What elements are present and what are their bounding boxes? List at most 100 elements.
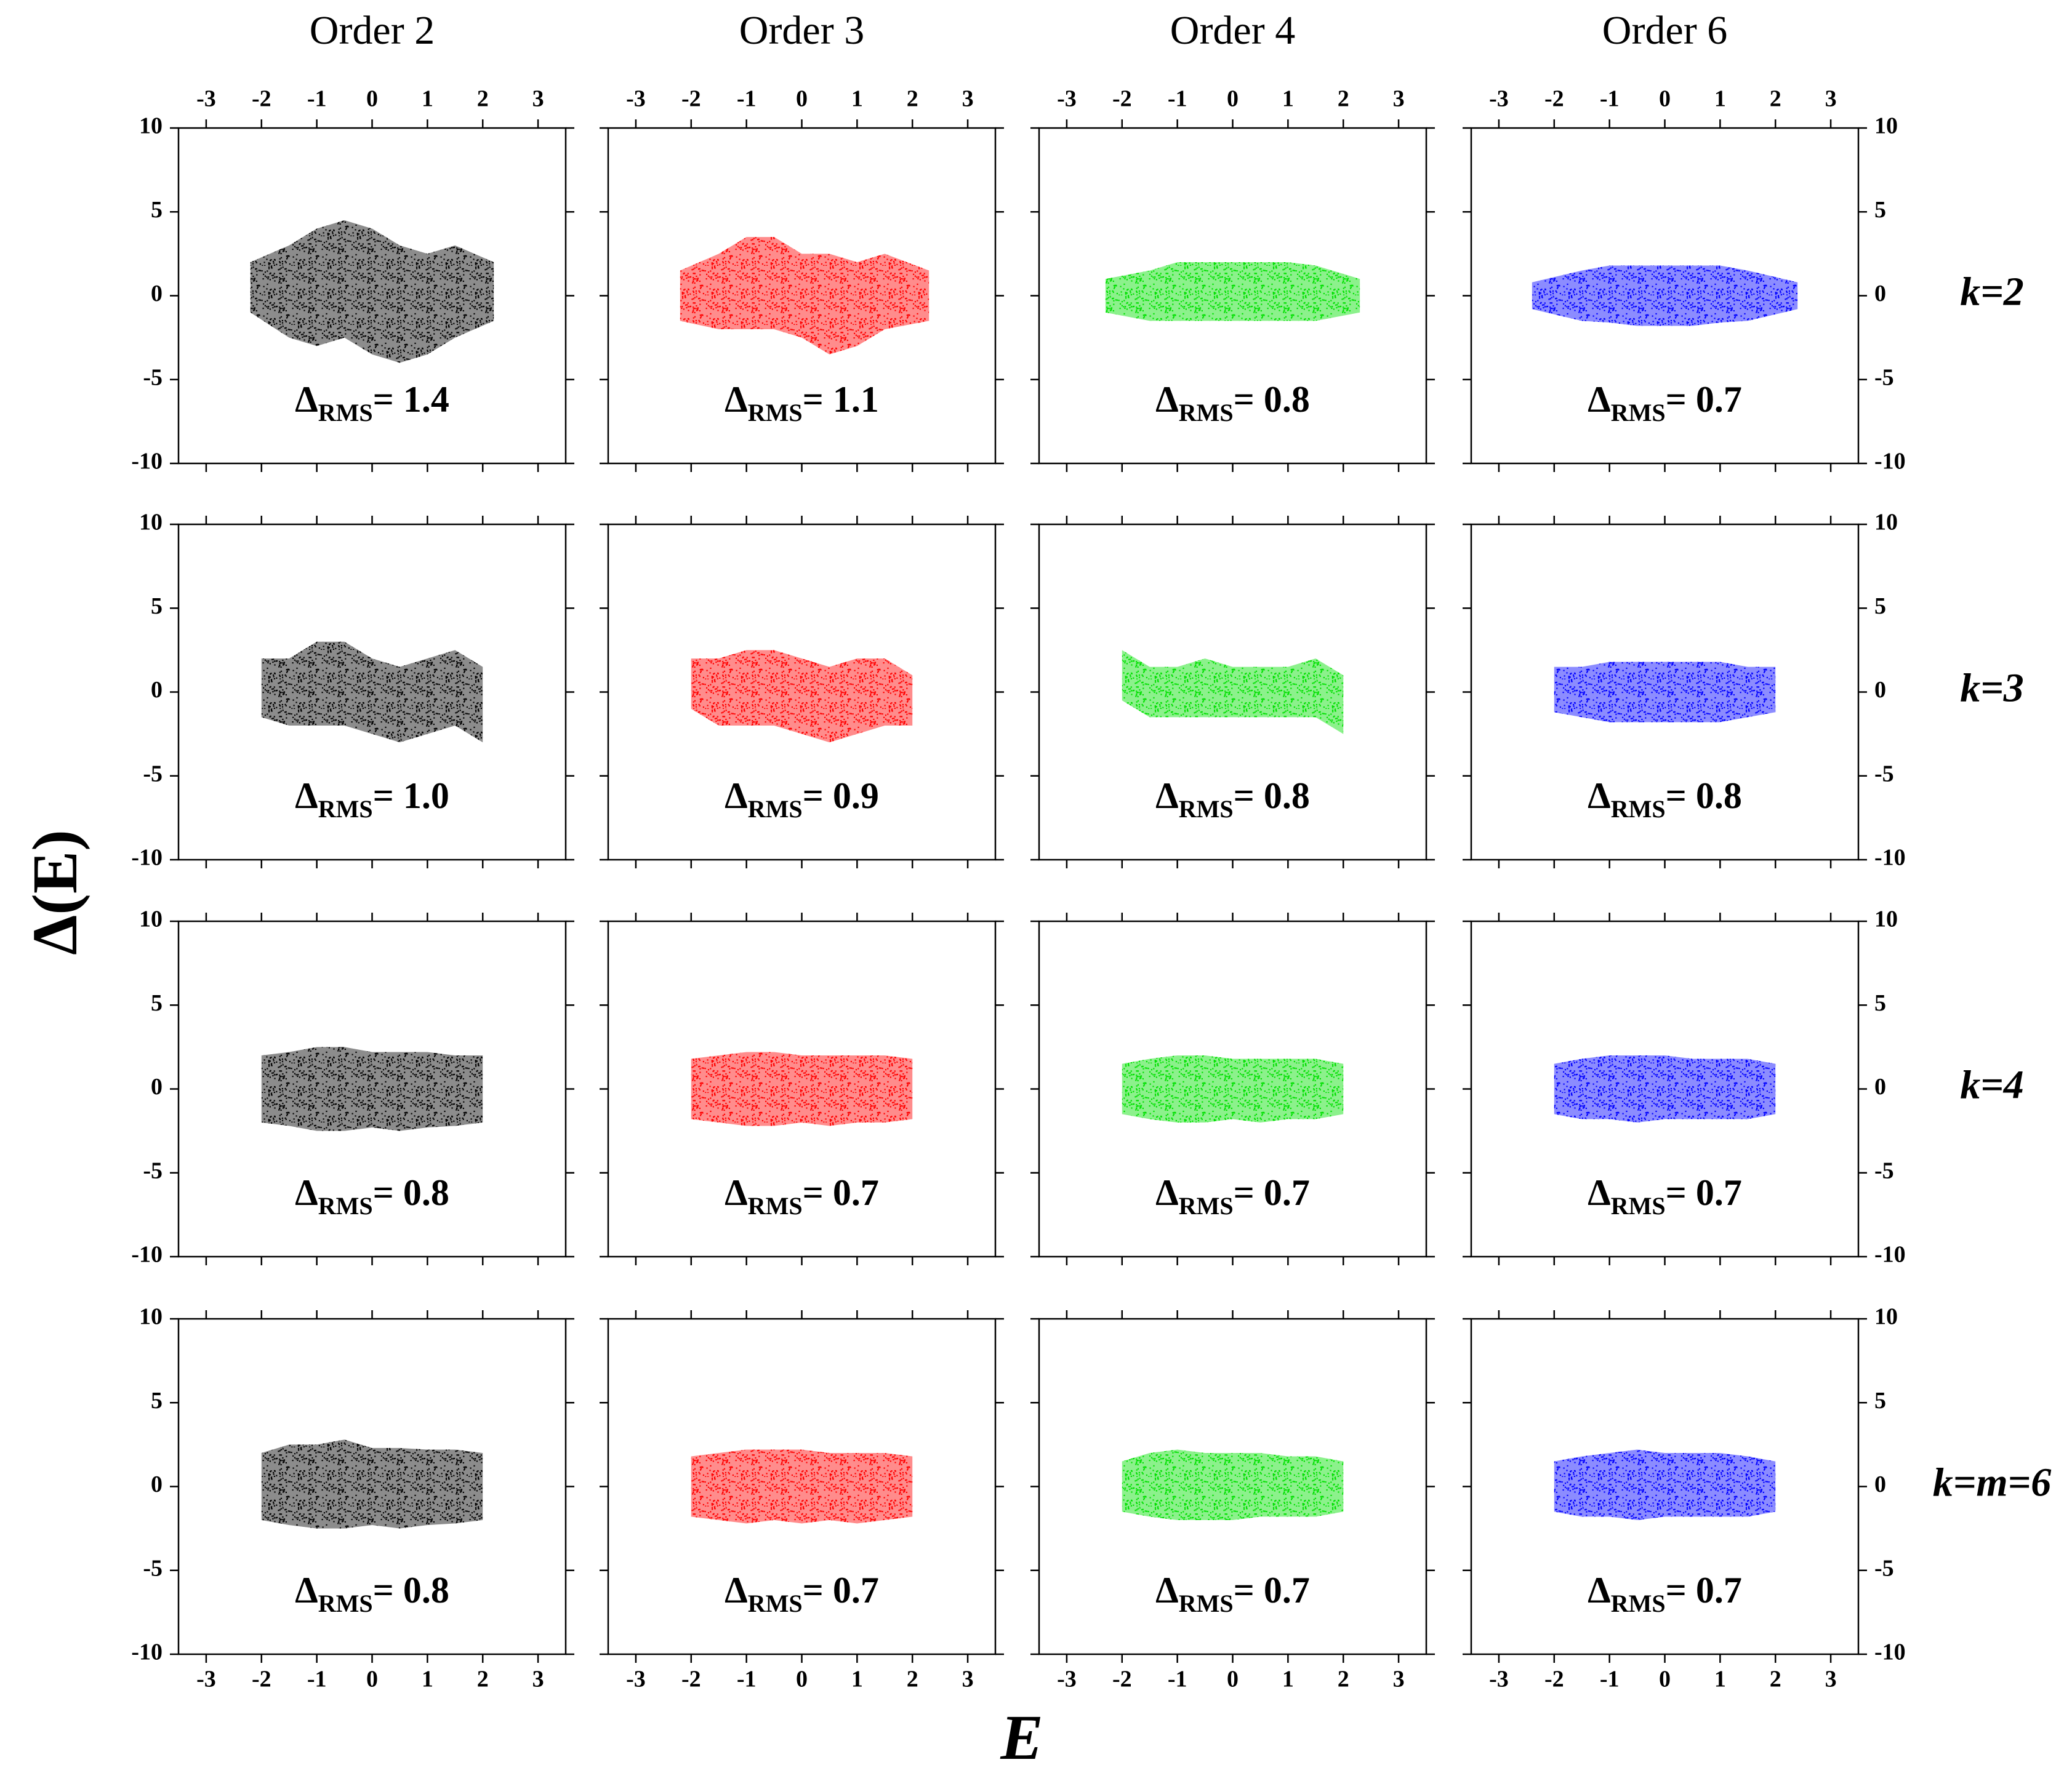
scatter-cloud [1122, 650, 1344, 734]
x-tick-label: 0 [1659, 86, 1671, 112]
x-tick-label: 3 [532, 86, 544, 112]
y-tick-label: -5 [1874, 364, 1894, 390]
x-tick-label: -3 [1057, 86, 1077, 112]
rms-symbol: Δ [1588, 775, 1611, 816]
scatter-cloud [691, 650, 913, 743]
rms-subscript: RMS [1611, 1590, 1666, 1617]
rms-value: = 0.8 [373, 1570, 449, 1611]
scatter-cloud [250, 220, 494, 363]
y-tick-label: 0 [1874, 1074, 1886, 1100]
column-title: Order 4 [1170, 8, 1295, 53]
scatter-cloud [1532, 265, 1798, 326]
x-tick-label: -1 [1600, 1667, 1620, 1692]
rms-subscript: RMS [748, 1192, 803, 1220]
y-tick-label: 5 [1874, 593, 1886, 619]
scatter-cloud [1105, 262, 1360, 321]
rms-subscript: RMS [748, 399, 803, 426]
x-tick-label: -3 [1489, 1667, 1509, 1692]
y-tick-label: 0 [151, 677, 163, 703]
rms-value: = 0.8 [373, 1172, 449, 1213]
rms-symbol: Δ [1588, 1172, 1611, 1213]
scatter-cloud [261, 641, 483, 743]
x-tick-label: 0 [796, 1667, 808, 1692]
x-tick-label: 1 [1282, 86, 1294, 112]
rms-symbol: Δ [725, 1570, 748, 1611]
y-tick-label: 10 [139, 907, 163, 932]
x-tick-label: -3 [1489, 86, 1509, 112]
y-tick-label: 0 [1874, 1471, 1886, 1497]
x-tick-label: 3 [962, 86, 974, 112]
rms-subscript: RMS [318, 1590, 373, 1617]
rms-symbol: Δ [295, 1570, 318, 1611]
y-tick-label: 10 [1874, 113, 1898, 139]
x-tick-label: -2 [252, 86, 271, 112]
rms-annotation: ΔRMS= 0.7 [725, 1172, 879, 1220]
x-tick-label: 2 [1770, 86, 1781, 112]
rms-annotation: ΔRMS= 1.4 [295, 379, 449, 426]
rms-annotation: ΔRMS= 0.8 [1155, 379, 1310, 426]
y-tick-label: 10 [139, 510, 163, 535]
x-tick-label: 3 [962, 1667, 974, 1692]
rms-symbol: Δ [1155, 379, 1179, 420]
rms-subscript: RMS [1611, 795, 1666, 823]
x-tick-label: -2 [1544, 86, 1564, 112]
scatter-cloud [691, 1449, 913, 1524]
x-tick-label: 1 [422, 1667, 433, 1692]
x-tick-label: 1 [851, 1667, 863, 1692]
rms-symbol: Δ [295, 379, 318, 420]
rms-annotation: ΔRMS= 0.7 [1588, 1172, 1742, 1220]
rms-subscript: RMS [748, 795, 803, 823]
row-label: k=2 [1960, 270, 2024, 314]
scatter-cloud [1554, 662, 1776, 722]
x-tick-label: 1 [422, 86, 433, 112]
y-tick-label: -10 [1874, 1639, 1906, 1665]
row-label: k=4 [1960, 1063, 2024, 1108]
y-tick-label: -10 [131, 449, 163, 474]
x-tick-label: 3 [532, 1667, 544, 1692]
x-tick-label: 0 [796, 86, 808, 112]
scatter-cloud [1554, 1055, 1776, 1123]
y-tick-label: -5 [143, 1158, 163, 1183]
y-tick-label: 10 [1874, 907, 1898, 932]
rms-subscript: RMS [318, 399, 373, 426]
rms-value: = 0.7 [1666, 379, 1742, 420]
rms-subscript: RMS [1179, 795, 1234, 823]
x-tick-label: 2 [1770, 1667, 1781, 1692]
x-tick-label: -1 [737, 1667, 757, 1692]
rms-symbol: Δ [725, 1172, 748, 1213]
y-tick-label: 5 [1874, 990, 1886, 1016]
x-tick-label: 2 [477, 1667, 489, 1692]
y-tick-label: -10 [1874, 1242, 1906, 1268]
x-tick-label: 2 [1338, 86, 1349, 112]
y-tick-label: -5 [1874, 1158, 1894, 1183]
rms-symbol: Δ [295, 1172, 318, 1213]
column-title: Order 6 [1602, 8, 1727, 53]
y-tick-label: 5 [151, 197, 163, 223]
rms-annotation: ΔRMS= 0.7 [1155, 1570, 1310, 1617]
rms-annotation: ΔRMS= 0.9 [725, 775, 879, 823]
rms-annotation: ΔRMS= 0.7 [1155, 1172, 1310, 1220]
x-tick-label: -1 [737, 86, 757, 112]
y-tick-label: -5 [1874, 761, 1894, 786]
x-tick-label: 2 [477, 86, 489, 112]
x-tick-label: 3 [1393, 86, 1405, 112]
scatter-cloud [261, 1439, 483, 1529]
rms-annotation: ΔRMS= 1.1 [725, 379, 879, 426]
x-tick-label: 1 [1714, 86, 1726, 112]
x-tick-label: 0 [366, 1667, 378, 1692]
y-tick-label: -10 [131, 1242, 163, 1268]
y-tick-label: 10 [139, 1304, 163, 1330]
rms-symbol: Δ [1155, 1570, 1179, 1611]
x-tick-label: -1 [307, 1667, 327, 1692]
rms-value: = 0.7 [1234, 1570, 1310, 1611]
x-tick-label: -3 [196, 86, 216, 112]
scatter-cloud [691, 1052, 913, 1126]
rms-value: = 1.1 [803, 379, 879, 420]
rms-subscript: RMS [1611, 1192, 1666, 1220]
rms-value: = 0.9 [803, 775, 879, 816]
x-tick-label: -1 [307, 86, 327, 112]
scatter-cloud [261, 1047, 483, 1131]
y-tick-label: 5 [1874, 1388, 1886, 1414]
x-tick-label: -1 [1168, 86, 1187, 112]
